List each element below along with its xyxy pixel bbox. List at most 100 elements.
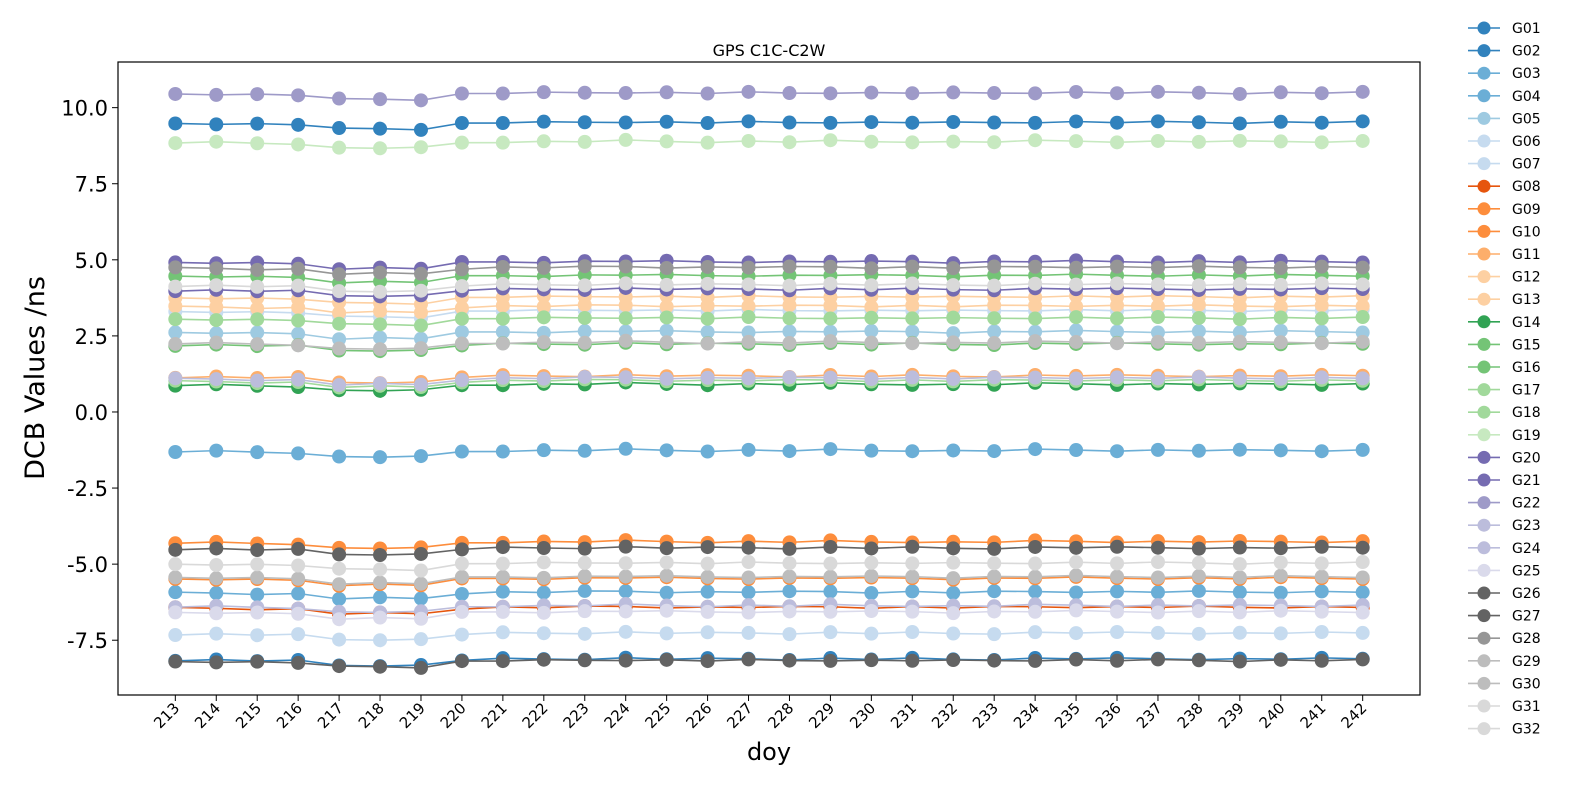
data-point (1191, 583, 1206, 598)
data-point (495, 604, 510, 619)
data-point (291, 313, 306, 328)
data-point (1232, 570, 1247, 585)
data-point (905, 556, 920, 571)
legend-item: G30 (1468, 676, 1541, 692)
data-point (987, 370, 1002, 385)
data-point (782, 278, 797, 293)
data-point (168, 444, 183, 459)
data-point (536, 85, 551, 100)
data-point (413, 377, 428, 392)
data-point (250, 557, 265, 572)
data-point (1273, 652, 1288, 667)
data-point (250, 628, 265, 643)
data-point (373, 342, 388, 357)
data-point (1150, 334, 1165, 349)
data-point (332, 305, 347, 320)
data-point (782, 336, 797, 351)
data-point (1150, 540, 1165, 555)
data-point (168, 299, 183, 314)
data-point (332, 632, 347, 647)
data-point (700, 86, 715, 101)
legend-marker (1477, 428, 1491, 442)
data-point (577, 324, 592, 339)
data-point (250, 373, 265, 388)
data-point (1069, 540, 1084, 555)
data-point (1150, 84, 1165, 99)
data-point (659, 335, 674, 350)
legend-item: G18 (1468, 405, 1541, 421)
legend-label: G16 (1512, 360, 1541, 376)
data-point (659, 443, 674, 458)
data-point (659, 85, 674, 100)
legend-marker (1477, 722, 1491, 736)
legend-label: G27 (1512, 609, 1541, 625)
data-point (1273, 568, 1288, 583)
data-point (782, 541, 797, 556)
legend-item: G21 (1468, 473, 1541, 489)
data-point (250, 325, 265, 340)
data-point (1314, 444, 1329, 459)
data-point (1110, 625, 1125, 640)
data-point (373, 659, 388, 674)
data-point (905, 135, 920, 150)
data-point (250, 262, 265, 277)
data-point (413, 93, 428, 108)
data-point (864, 626, 879, 641)
data-point (209, 655, 224, 670)
data-point (1314, 86, 1329, 101)
data-point (1314, 625, 1329, 640)
data-point (536, 541, 551, 556)
data-point (1355, 310, 1370, 325)
data-point (1314, 653, 1329, 668)
series-line (175, 282, 1363, 293)
data-point (618, 556, 633, 571)
legend-marker (1477, 224, 1491, 238)
data-point (1069, 323, 1084, 338)
data-point (1150, 652, 1165, 667)
data-point (454, 300, 469, 315)
data-point (905, 370, 920, 385)
legend-label: G18 (1512, 405, 1541, 421)
series-line (175, 341, 1363, 352)
data-point (577, 134, 592, 149)
data-point (291, 338, 306, 353)
data-point (1110, 276, 1125, 291)
series-G27 (168, 652, 1370, 675)
data-point (905, 324, 920, 339)
legend-label: G32 (1512, 722, 1541, 738)
data-point (1028, 539, 1043, 554)
data-point (536, 652, 551, 667)
legend-item: G17 (1468, 383, 1541, 399)
series-line (175, 120, 1363, 131)
data-point (250, 542, 265, 557)
legend-label: G22 (1512, 496, 1541, 512)
data-point (536, 443, 551, 458)
data-point (823, 556, 838, 571)
series-line (175, 631, 1363, 642)
data-point (1232, 116, 1247, 131)
legend-label: G02 (1512, 44, 1541, 60)
data-point (1232, 334, 1247, 349)
legend-marker (1477, 631, 1491, 645)
x-tick-label: 237 (1133, 699, 1166, 732)
data-point (209, 87, 224, 102)
data-point (1150, 605, 1165, 620)
data-point (209, 606, 224, 621)
data-point (864, 310, 879, 325)
data-point (1191, 555, 1206, 570)
data-point (1150, 133, 1165, 148)
legend-item: G02 (1468, 44, 1541, 60)
data-point (373, 562, 388, 577)
data-point (1028, 604, 1043, 619)
series-G02 (168, 114, 1370, 137)
series-line (175, 304, 1363, 314)
legend-marker (1477, 247, 1491, 261)
legend-label: G09 (1512, 202, 1541, 218)
data-point (1191, 134, 1206, 149)
data-point (1069, 310, 1084, 325)
data-point (168, 371, 183, 386)
data-point (946, 335, 961, 350)
data-point (700, 556, 715, 571)
data-point (250, 654, 265, 669)
series-line (175, 561, 1363, 572)
